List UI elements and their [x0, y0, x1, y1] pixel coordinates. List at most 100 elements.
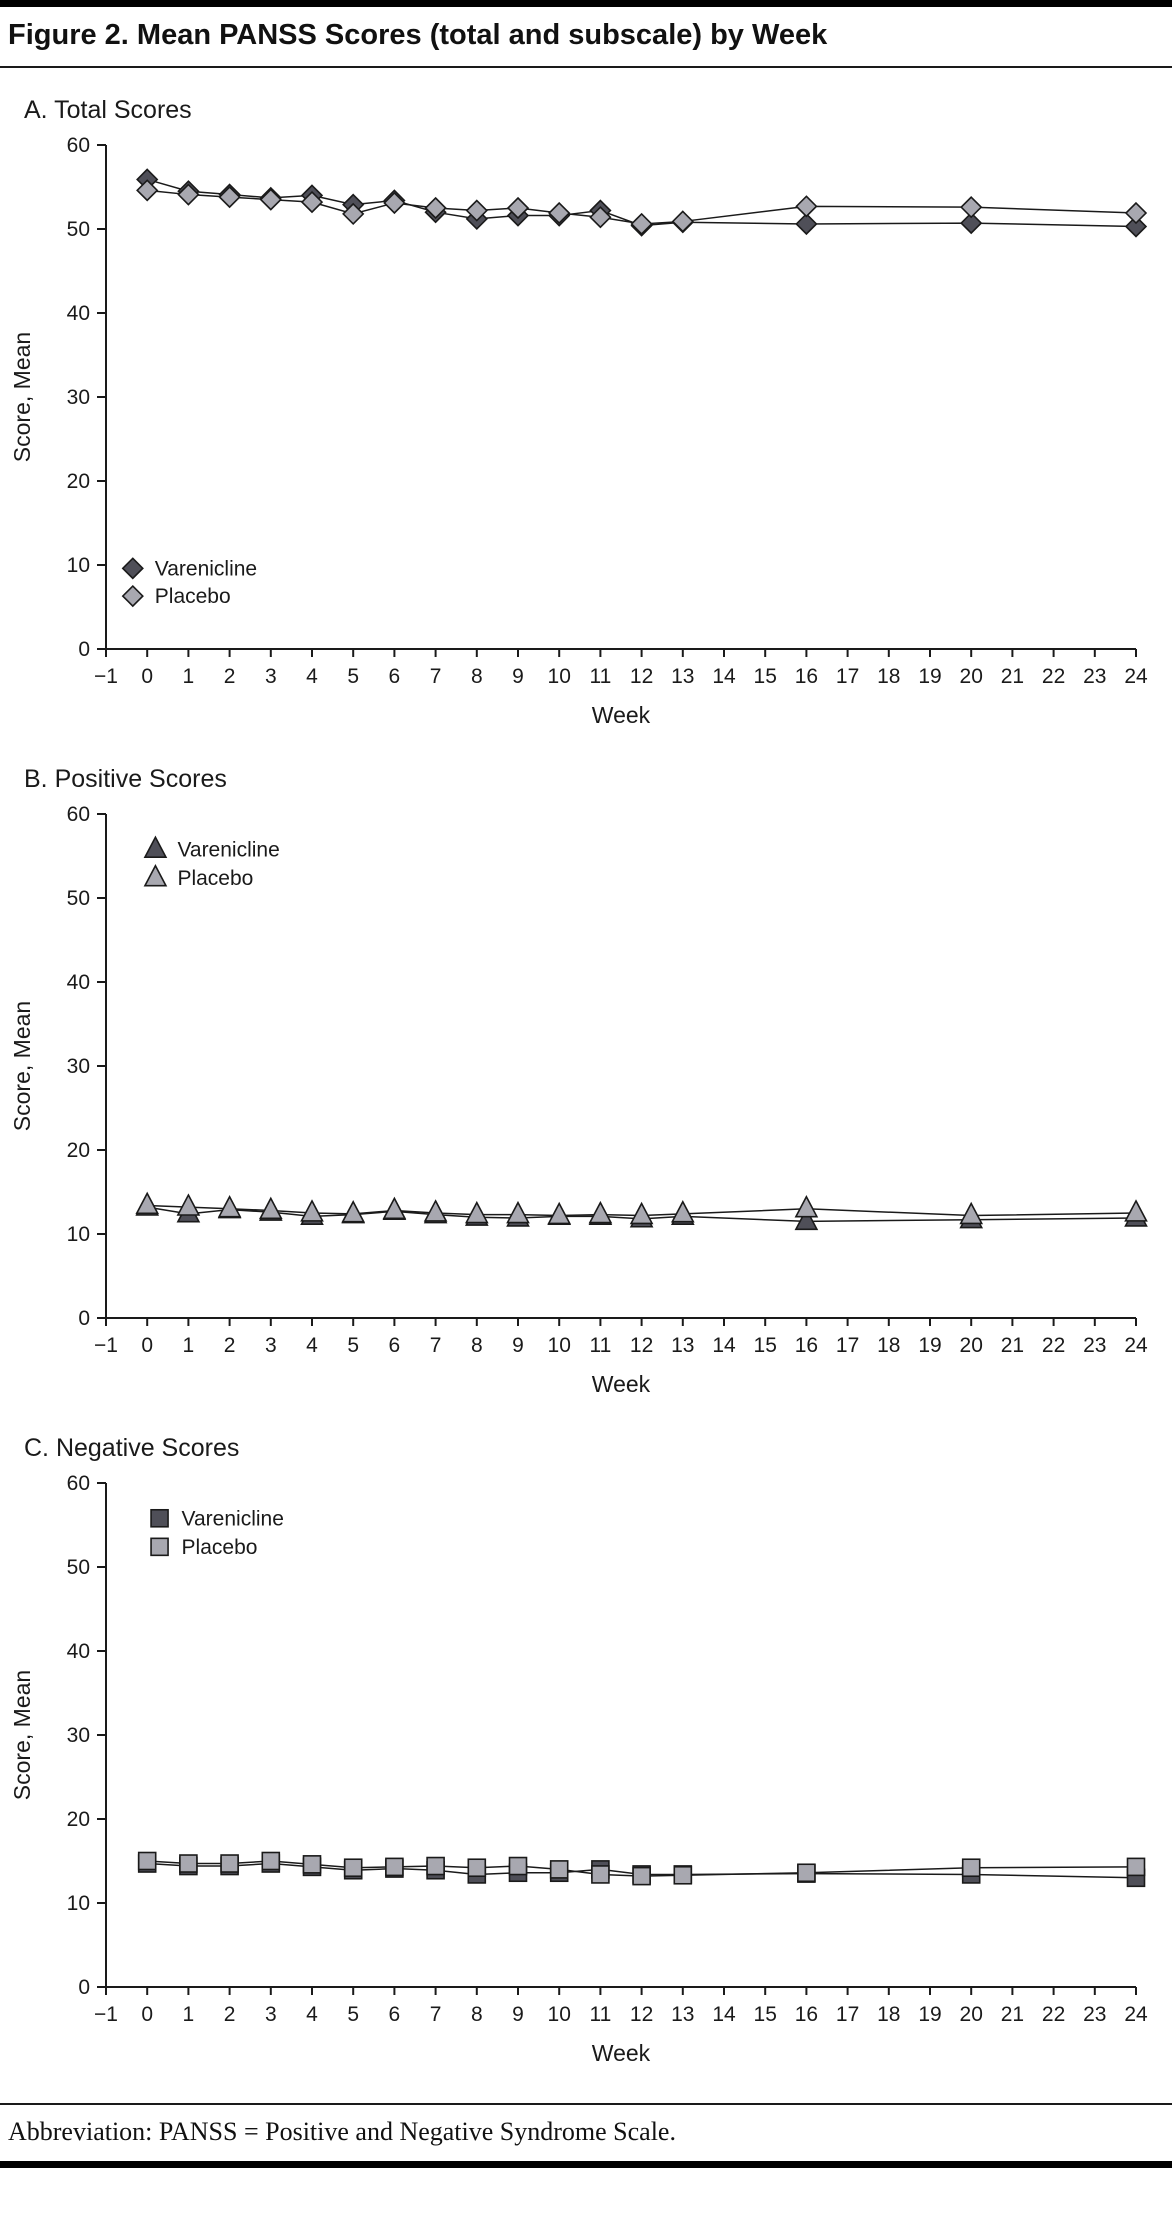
x-tick-label: 2 [224, 1334, 236, 1357]
data-point-placebo [508, 1856, 528, 1876]
x-tick-label: −1 [94, 2003, 118, 2026]
data-point-placebo [506, 1200, 530, 1224]
data-point-placebo [959, 1201, 984, 1225]
data-point-placebo [1126, 1857, 1146, 1877]
data-point-placebo [632, 1866, 651, 1886]
x-tick-label: 20 [960, 1334, 983, 1357]
data-point-placebo [424, 196, 447, 220]
x-tick-label: 10 [548, 1334, 571, 1357]
y-tick-label: 60 [67, 803, 90, 826]
x-tick-label: 17 [836, 1334, 859, 1357]
x-tick-label: 7 [430, 1334, 442, 1357]
x-tick-label: 4 [306, 2003, 318, 2026]
data-point-placebo [960, 196, 983, 219]
legend-marker-varenicline [121, 557, 144, 580]
top-rule [0, 0, 1172, 7]
x-tick-label: 14 [712, 2003, 736, 2026]
legend: Varenicline Placebo [143, 835, 280, 890]
data-point-placebo [506, 196, 530, 220]
data-point-varenicline [794, 1207, 819, 1231]
x-tick-label: 11 [589, 2003, 611, 2026]
chart-panels: A. Total Scores 0 10 20 30 40 50 60 −1 0 1 2 3 4 5 6 7 8… [0, 68, 1172, 2079]
x-axis-label: Week [592, 1371, 651, 1397]
data-point-placebo [300, 190, 324, 214]
y-tick-label: 60 [67, 1472, 90, 1495]
data-point-placebo [1124, 1199, 1148, 1222]
data-point-placebo [300, 1199, 324, 1222]
data-point-placebo [673, 1865, 693, 1885]
x-tick-label: 11 [589, 665, 611, 688]
data-point-placebo [629, 1201, 654, 1225]
legend-label-varenicline: Varenicline [182, 1507, 284, 1530]
data-point-placebo [797, 1863, 816, 1883]
data-point-placebo [261, 1851, 281, 1871]
x-axis-label: Week [592, 702, 651, 728]
y-tick-label: 10 [67, 1223, 90, 1246]
y-tick-label: 0 [78, 638, 90, 661]
legend-label-varenicline: Varenicline [155, 557, 257, 580]
data-point-placebo [385, 1857, 404, 1877]
title-divider [0, 66, 1172, 68]
x-tick-label: 8 [471, 1334, 483, 1357]
y-tick-label: 40 [67, 971, 90, 994]
data-point-placebo [135, 1191, 160, 1215]
x-tick-label: 2 [224, 665, 236, 688]
legend-marker-varenicline [143, 835, 168, 858]
x-tick-label: 2 [224, 2003, 236, 2026]
x-tick-label: −1 [94, 665, 118, 688]
x-tick-label: 5 [347, 1334, 359, 1357]
x-tick-label: 14 [712, 1334, 736, 1357]
data-point-placebo [423, 1199, 448, 1222]
data-point-placebo [259, 188, 282, 211]
data-point-placebo [670, 1200, 695, 1223]
x-tick-label: 13 [671, 665, 694, 688]
x-tick-label: 7 [430, 665, 442, 688]
data-point-placebo [630, 212, 653, 236]
y-tick-label: 20 [67, 1808, 90, 1831]
y-tick-label: 0 [78, 1307, 90, 1330]
data-point-placebo [382, 1196, 407, 1220]
abbreviation-note: Abbreviation: PANSS = Positive and Negat… [8, 2117, 676, 2146]
panel-label-negative: C. Negative Scores [24, 1434, 240, 1462]
x-tick-label: 0 [141, 665, 153, 688]
legend-label-placebo: Placebo [177, 867, 253, 890]
x-tick-label: 15 [754, 1334, 777, 1357]
data-point-placebo [465, 199, 488, 222]
legend-label-placebo: Placebo [182, 1536, 258, 1559]
legend-label-placebo: Placebo [155, 585, 231, 608]
x-tick-label: 12 [630, 1334, 653, 1357]
x-tick-label: 10 [548, 665, 571, 688]
y-tick-label: 10 [67, 554, 90, 577]
x-tick-label: 9 [512, 1334, 524, 1357]
y-tick-label: 40 [67, 1640, 90, 1663]
x-tick-label: 12 [630, 665, 653, 688]
x-tick-label: 16 [795, 665, 818, 688]
data-point-placebo [220, 1854, 239, 1873]
x-tick-label: 24 [1124, 665, 1148, 688]
x-tick-label: 1 [183, 2003, 195, 2026]
x-tick-label: 21 [1001, 1334, 1024, 1357]
x-tick-label: 24 [1124, 1334, 1148, 1357]
y-tick-label: 30 [67, 386, 90, 409]
y-tick-label: 20 [67, 1139, 90, 1162]
x-tick-label: −1 [94, 1334, 118, 1357]
y-tick-label: 50 [67, 887, 90, 910]
legend-marker-placebo [143, 864, 168, 887]
x-tick-label: 18 [877, 1334, 900, 1357]
x-tick-label: 16 [795, 2003, 818, 2026]
panel-label-total: A. Total Scores [24, 96, 192, 124]
x-tick-label: 4 [306, 1334, 318, 1357]
x-tick-label: 11 [589, 1334, 611, 1357]
x-tick-label: 23 [1083, 2003, 1106, 2026]
x-tick-label: 3 [265, 665, 277, 688]
data-point-placebo [343, 1858, 363, 1878]
legend: Varenicline Placebo [150, 1507, 284, 1559]
x-tick-label: 22 [1042, 665, 1065, 688]
x-tick-label: 21 [1001, 2003, 1024, 2026]
data-point-placebo [136, 179, 159, 202]
